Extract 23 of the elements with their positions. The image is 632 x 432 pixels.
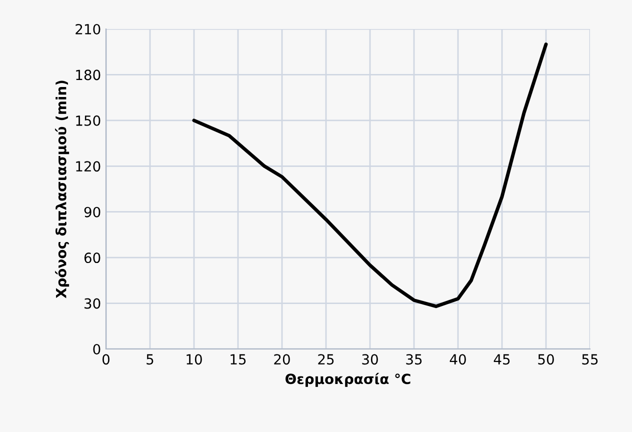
- x-tick-label: 40: [450, 354, 466, 365]
- y-tick-label: 120: [76, 161, 100, 172]
- y-axis-title: Χρόνος διπλασιασμού (min): [55, 80, 70, 298]
- x-tick-label: 45: [494, 354, 510, 365]
- y-tick-label: 150: [76, 115, 100, 126]
- y-tick-label: 30: [84, 298, 100, 309]
- y-tick-label: 180: [76, 70, 100, 80]
- y-tick-label: 90: [84, 206, 100, 218]
- y-tick-label: 0: [93, 344, 100, 354]
- x-tick-label: 55: [582, 354, 598, 365]
- x-tick-label: 35: [406, 354, 422, 365]
- x-tick-label: 10: [186, 354, 202, 365]
- x-tick-label: 0: [102, 354, 110, 365]
- x-tick-label: 15: [230, 354, 246, 365]
- x-tick-label: 25: [318, 354, 334, 365]
- line-series: [192, 42, 548, 308]
- y-tick-label: 60: [84, 252, 100, 264]
- x-axis-title: Θερμοκρασία °C: [286, 372, 410, 387]
- x-tick-label: 20: [274, 354, 290, 365]
- y-tick-label: 210: [76, 24, 100, 34]
- x-tick-label: 50: [538, 354, 554, 365]
- x-tick-label: 30: [362, 354, 378, 365]
- x-tick-label: 5: [146, 354, 154, 365]
